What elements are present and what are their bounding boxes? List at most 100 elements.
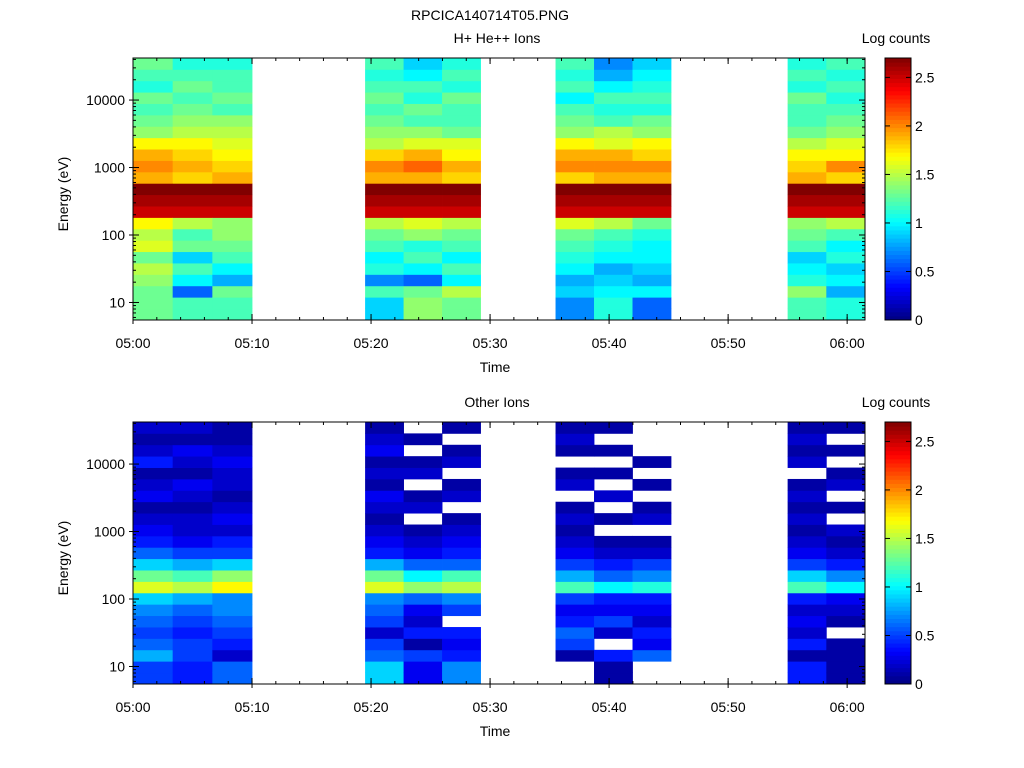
heatmap-cell: [787, 547, 827, 560]
heatmap-cell: [442, 149, 481, 161]
heatmap-cell: [133, 524, 174, 537]
heatmap-cell: [594, 92, 633, 104]
heatmap-cell: [133, 456, 174, 468]
heatmap-cell: [133, 490, 174, 503]
colorbar-segment: [885, 622, 911, 628]
heatmap-cell: [826, 615, 866, 628]
heatmap-cell: [133, 160, 174, 173]
x-axis-label: Time: [480, 723, 511, 739]
heatmap-cell: [442, 194, 481, 207]
heatmap-cell: [172, 456, 213, 468]
heatmap-cell: [133, 194, 174, 207]
colorbar-segment: [885, 606, 911, 611]
heatmap-cells: [133, 58, 866, 321]
heatmap-cell: [212, 240, 253, 253]
colorbar-segment: [885, 458, 911, 464]
colorbar-segment: [885, 246, 911, 251]
colorbar-segment: [885, 295, 911, 301]
heatmap-cell: [787, 627, 827, 639]
panel-title: H+ He++ Ions: [454, 30, 541, 46]
heatmap-cell: [212, 137, 253, 150]
heatmap-cell: [365, 433, 404, 446]
colorbar-segment: [885, 491, 911, 497]
colorbar-segment: [885, 189, 911, 194]
heatmap-cell: [403, 149, 443, 161]
heatmap-cell: [133, 547, 174, 560]
heatmap-cell: [555, 92, 595, 104]
heatmap-cell: [365, 149, 404, 161]
x-tick-label: 05:30: [473, 699, 508, 715]
heatmap-cell: [632, 638, 672, 651]
heatmap-cell: [172, 149, 213, 161]
heatmap-cell: [632, 114, 672, 127]
heatmap-cell: [555, 478, 595, 491]
colorbar-tick-label: 1: [915, 579, 923, 595]
heatmap-cell: [403, 114, 443, 127]
heatmap-cell: [365, 661, 404, 674]
colorbar-segment: [885, 123, 911, 129]
colorbar-segment: [885, 512, 911, 517]
colorbar-segment: [885, 450, 911, 456]
heatmap-cell: [365, 160, 404, 173]
heatmap-cell: [594, 672, 633, 685]
heatmap-cell: [133, 661, 174, 674]
heatmap-cell: [632, 535, 672, 548]
y-axis-label: Energy (eV): [55, 521, 71, 596]
heatmap-cell: [365, 114, 404, 127]
heatmap-cell: [826, 444, 866, 457]
heatmap-cell: [172, 308, 213, 321]
colorbar-segment: [885, 446, 911, 452]
heatmap-cell: [442, 126, 481, 139]
heatmap-cell: [594, 547, 633, 560]
heatmap-cell: [403, 627, 443, 639]
heatmap-cell: [365, 308, 404, 321]
panel-title: Other Ions: [464, 394, 529, 410]
colorbar-segment: [885, 143, 911, 149]
colorbar-segment: [885, 565, 911, 570]
heatmap-cell: [172, 422, 213, 434]
heatmap-cell: [594, 206, 633, 218]
heatmap-cell: [826, 263, 866, 275]
heatmap-cell: [133, 570, 174, 582]
colorbar-segment: [885, 209, 911, 215]
heatmap-cell: [365, 558, 404, 571]
heatmap-cell: [594, 114, 633, 127]
heatmap-cell: [212, 80, 253, 93]
colorbar-segment: [885, 438, 911, 443]
heatmap-cell: [787, 490, 827, 503]
y-tick-label: 1000: [94, 160, 125, 176]
colorbar-segment: [885, 217, 911, 223]
colorbar-segment: [885, 258, 911, 264]
heatmap-cell: [555, 501, 595, 514]
heatmap-cell: [442, 308, 481, 321]
colorbar-segment: [885, 561, 911, 566]
heatmap-cell: [133, 513, 174, 525]
colorbar-segment: [885, 291, 911, 296]
heatmap-cell: [787, 217, 827, 230]
heatmap-cell: [365, 547, 404, 560]
heatmap-cell: [172, 627, 213, 639]
heatmap-cell: [212, 433, 253, 446]
heatmap-cell: [133, 126, 174, 139]
heatmap-cell: [787, 638, 827, 651]
colorbar-segment: [885, 659, 911, 665]
heatmap-cell: [555, 285, 595, 298]
heatmap-cell: [787, 444, 827, 457]
heatmap-cell: [787, 92, 827, 104]
heatmap-cell: [365, 422, 404, 434]
heatmap-cell: [826, 524, 866, 537]
heatmap-cell: [133, 183, 174, 196]
heatmap-cell: [555, 604, 595, 617]
heatmap-cell: [403, 604, 443, 617]
colorbar-segment: [885, 602, 911, 607]
heatmap-cell: [787, 570, 827, 582]
heatmap-cell: [787, 535, 827, 548]
heatmap-cell: [594, 103, 633, 116]
heatmap-cell: [632, 160, 672, 173]
heatmap-cell: [365, 69, 404, 82]
heatmap-cell: [787, 137, 827, 150]
colorbar-segment: [885, 307, 911, 313]
heatmap-cell: [787, 604, 827, 617]
colorbar-segment: [885, 119, 911, 124]
heatmap-cell: [133, 171, 174, 184]
